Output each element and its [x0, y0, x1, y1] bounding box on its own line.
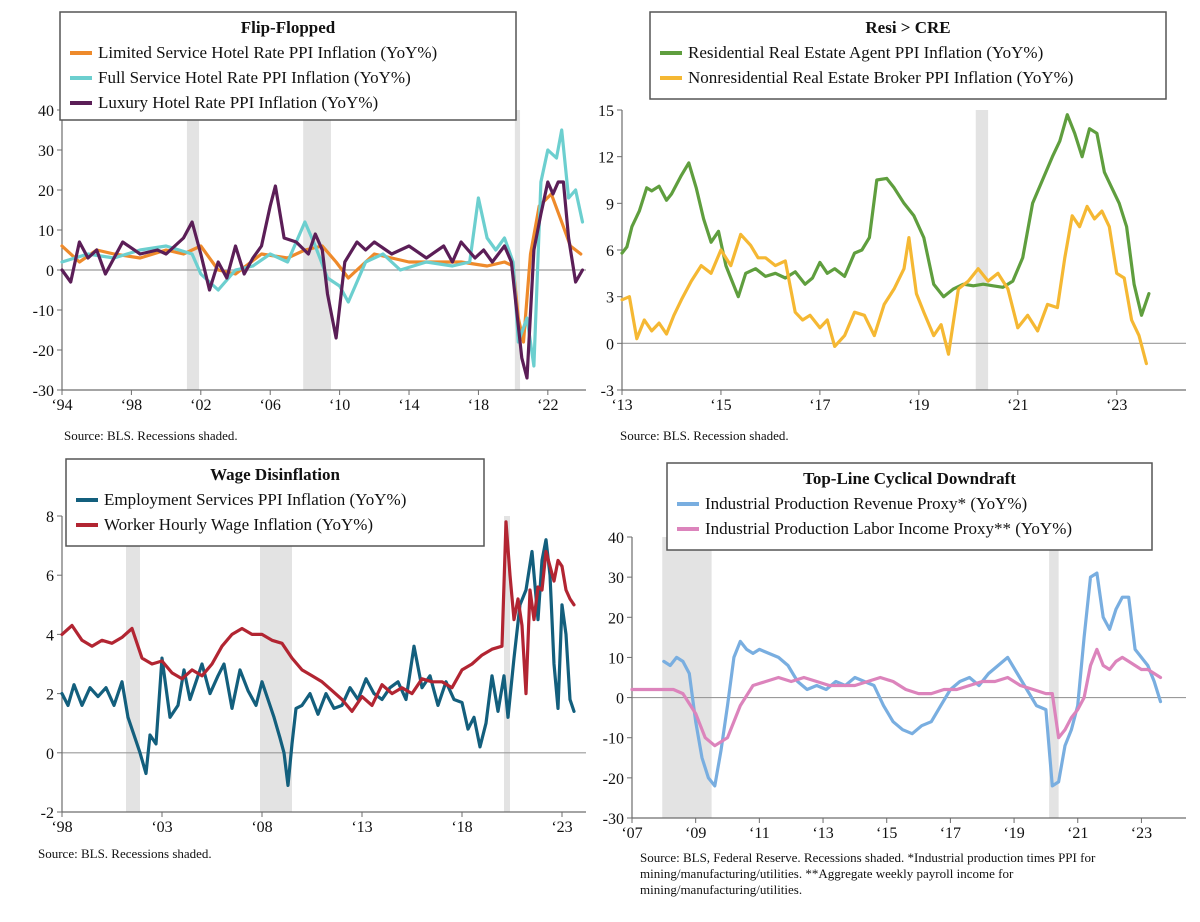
- y-tick-label: -10: [603, 731, 624, 748]
- legend-label: Employment Services PPI Inflation (YoY%): [104, 490, 406, 509]
- x-tick-label: ‘08: [251, 819, 272, 836]
- series-line-1: [620, 113, 1151, 317]
- source-note: Source: BLS. Recession shaded.: [620, 428, 789, 443]
- y-tick-label: 3: [606, 290, 614, 307]
- series-line-3: [60, 180, 585, 380]
- chart-3: 8 6 4 2 0 -2‘98 ‘03 ‘08 ‘13 ‘18 ‘23 Wage Disinflati…: [38, 458, 586, 861]
- chart-1: 40 30 20 10 0 -10 -20 -30‘94 ‘98 ‘02 ‘06 ‘10 ‘14 ‘18 ‘…: [33, 11, 586, 443]
- legend-label: Residential Real Estate Agent PPI Inflat…: [688, 43, 1043, 62]
- x-tick-label: ‘98: [121, 397, 142, 414]
- x-tick-label: ‘11: [749, 825, 770, 842]
- legend-label: Industrial Production Revenue Proxy* (Yo…: [705, 494, 1027, 513]
- x-tick-label: ‘17: [940, 825, 961, 842]
- source-note: Source: BLS. Recessions shaded.: [38, 846, 212, 861]
- y-tick-label: -30: [603, 811, 624, 828]
- legend-box: [649, 11, 1167, 100]
- series-line-2: [630, 647, 1163, 748]
- chart-title: Top-Line Cyclical Downdraft: [803, 469, 1016, 488]
- y-tick-label: -30: [33, 383, 54, 400]
- x-tick-label: ‘15: [876, 825, 897, 842]
- x-tick-label: ‘07: [621, 825, 642, 842]
- x-tick-label: ‘19: [1003, 825, 1024, 842]
- y-tick-label: 15: [598, 103, 614, 120]
- legend-label: Limited Service Hotel Rate PPI Inflation…: [98, 43, 437, 62]
- y-tick-label: 40: [38, 103, 54, 120]
- chart-4: 40 30 20 10 0 -10 -20 -30‘07 ‘09 ‘11 ‘13 ‘15 ‘17 ‘19 ‘…: [603, 462, 1186, 897]
- x-tick-label: ‘03: [151, 819, 172, 836]
- series-line-2: [60, 520, 576, 714]
- y-tick-label: 0: [616, 691, 624, 708]
- series-line-2: [620, 204, 1149, 366]
- x-tick-label: ‘15: [710, 397, 731, 414]
- recession-band: [662, 537, 712, 818]
- x-tick-label: ‘22: [537, 397, 558, 414]
- recession-band: [514, 110, 521, 390]
- x-tick-label: ‘14: [398, 397, 419, 414]
- x-tick-label: ‘13: [351, 819, 372, 836]
- legend-label: Luxury Hotel Rate PPI Inflation (YoY%): [98, 93, 378, 112]
- legend-box: [666, 462, 1153, 551]
- x-tick-label: ‘18: [451, 819, 472, 836]
- legend-box: [65, 458, 485, 547]
- y-tick-label: 2: [46, 687, 54, 704]
- y-tick-label: -20: [33, 343, 54, 360]
- x-tick-label: ‘02: [190, 397, 211, 414]
- legend-label: Full Service Hotel Rate PPI Inflation (Y…: [98, 68, 411, 87]
- x-tick-label: ‘23: [1106, 397, 1127, 414]
- chart-2: 15 12 9 6 3 0 -3‘13 ‘15 ‘17 ‘19 ‘21 ‘23 Resi > CRE Re…: [598, 11, 1186, 443]
- y-tick-label: 20: [38, 183, 54, 200]
- x-tick-label: ‘23: [551, 819, 572, 836]
- legend-box: [59, 11, 517, 121]
- y-tick-label: 10: [608, 650, 624, 667]
- series-line-1: [662, 571, 1163, 788]
- y-tick-label: 12: [598, 150, 614, 167]
- series-line-1: [60, 538, 576, 788]
- chart-title: Flip-Flopped: [241, 18, 336, 37]
- y-tick-label: 30: [608, 570, 624, 587]
- x-tick-label: ‘06: [260, 397, 281, 414]
- recession-band: [126, 516, 140, 812]
- legend-label: Worker Hourly Wage Inflation (YoY%): [104, 515, 373, 534]
- y-tick-label: -2: [41, 805, 54, 822]
- source-note: Source: BLS, Federal Reserve. Recessions…: [640, 850, 1096, 897]
- x-tick-label: ‘21: [1007, 397, 1028, 414]
- y-tick-label: 10: [38, 223, 54, 240]
- x-tick-label: ‘09: [685, 825, 706, 842]
- y-tick-label: 6: [46, 568, 54, 585]
- y-tick-label: 20: [608, 610, 624, 627]
- y-tick-label: -20: [603, 771, 624, 788]
- y-tick-label: 0: [606, 336, 614, 353]
- chart-title: Wage Disinflation: [210, 465, 340, 484]
- x-tick-label: ‘18: [468, 397, 489, 414]
- recession-band: [504, 516, 510, 812]
- y-tick-label: 6: [606, 243, 614, 260]
- legend-label: Industrial Production Labor Income Proxy…: [705, 519, 1072, 538]
- y-tick-label: 0: [46, 746, 54, 763]
- y-tick-label: 8: [46, 509, 54, 526]
- source-note: Source: BLS. Recessions shaded.: [64, 428, 238, 443]
- y-tick-label: 9: [606, 196, 614, 213]
- chart-title: Resi > CRE: [865, 18, 950, 37]
- y-tick-label: 40: [608, 530, 624, 547]
- x-tick-label: ‘21: [1067, 825, 1088, 842]
- recession-band: [1049, 537, 1059, 818]
- y-tick-label: 30: [38, 143, 54, 160]
- x-tick-label: ‘19: [908, 397, 929, 414]
- x-tick-label: ‘13: [611, 397, 632, 414]
- x-tick-label: ‘23: [1131, 825, 1152, 842]
- x-tick-label: ‘10: [329, 397, 350, 414]
- y-tick-label: -3: [601, 383, 614, 400]
- x-tick-label: ‘94: [51, 397, 72, 414]
- recession-band: [975, 110, 989, 390]
- x-tick-label: ‘13: [812, 825, 833, 842]
- x-tick-label: ‘98: [51, 819, 72, 836]
- y-tick-label: -10: [33, 303, 54, 320]
- y-tick-label: 4: [46, 627, 54, 644]
- x-tick-label: ‘17: [809, 397, 830, 414]
- y-tick-label: 0: [46, 263, 54, 280]
- legend-label: Nonresidential Real Estate Broker PPI In…: [688, 68, 1073, 87]
